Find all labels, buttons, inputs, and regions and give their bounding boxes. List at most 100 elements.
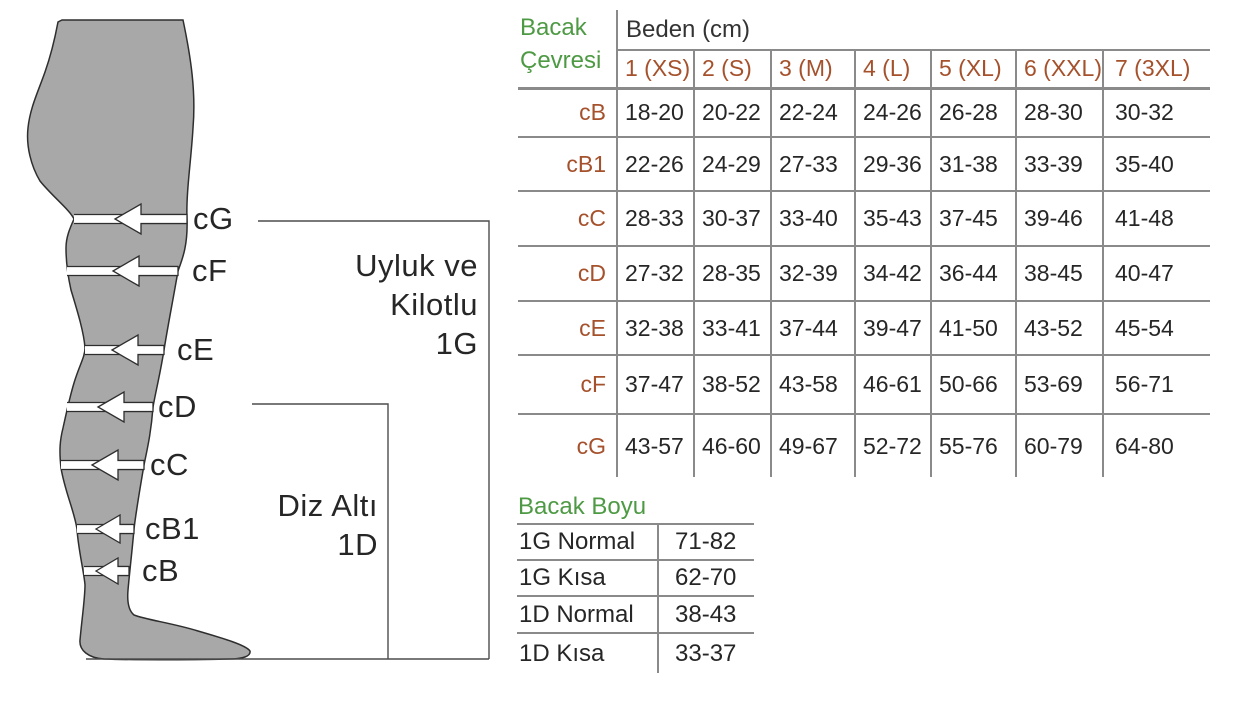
table-cell: 53-69 <box>1016 354 1104 414</box>
table-row-cC: cC 28-33 30-37 33-40 35-43 37-45 39-46 4… <box>518 190 1210 246</box>
table-row-cB: cB 18-20 20-22 22-24 24-26 26-28 28-30 3… <box>518 87 1210 137</box>
table-cell: 46-61 <box>855 354 932 414</box>
table-cell: 29-36 <box>855 136 932 191</box>
size-header: 4 (L) <box>855 50 932 90</box>
row-label: cD <box>518 245 618 301</box>
table-cell: 35-43 <box>855 190 932 246</box>
length-label: 1D Kısa <box>517 632 659 673</box>
length-label: 1G Normal <box>517 523 659 560</box>
group-label-knee-code: 1D <box>337 527 378 562</box>
row-label: cG <box>518 413 618 477</box>
length-value: 62-70 <box>658 559 754 596</box>
row-label: cB1 <box>518 136 618 191</box>
table-cell: 41-48 <box>1103 190 1210 246</box>
leg-point-label-cD: cD <box>158 389 197 424</box>
leg-point-label-cB: cB <box>142 553 180 588</box>
length-label: 1G Kısa <box>517 559 659 596</box>
group-label-thigh-line2: Kilotlu <box>390 287 478 322</box>
table-row-1g-normal: 1G Normal 71-82 <box>517 523 754 560</box>
measurement-arrow-cD <box>67 390 154 424</box>
leg-point-label-cF: cF <box>192 253 228 288</box>
table-cell: 60-79 <box>1016 413 1104 477</box>
table-cell: 46-60 <box>694 413 772 477</box>
size-header: 7 (3XL) <box>1103 50 1210 90</box>
size-header: 2 (S) <box>694 50 772 90</box>
table-cell: 33-41 <box>694 300 772 355</box>
measurement-arrow-cE <box>85 333 165 367</box>
table-cell: 30-37 <box>694 190 772 246</box>
table-cell: 24-26 <box>855 87 932 137</box>
group-label-knee-line1: Diz Altı <box>277 488 378 523</box>
table-cell: 36-44 <box>931 245 1017 301</box>
measurement-arrow-cG <box>74 202 188 236</box>
length-value: 71-82 <box>658 523 754 560</box>
table-row-1d-kisa: 1D Kısa 33-37 <box>517 632 754 673</box>
row-header-line1: Bacak <box>520 14 587 41</box>
row-label: cB <box>518 87 618 137</box>
measurement-arrow-cF <box>67 254 179 288</box>
leg-point-label-cC: cC <box>150 447 189 482</box>
table-row-cE: cE 32-38 33-41 37-44 39-47 41-50 43-52 4… <box>518 300 1210 355</box>
row-label: cE <box>518 300 618 355</box>
group-label-thigh-line1: Uyluk ve <box>355 248 478 283</box>
table-cell: 37-45 <box>931 190 1017 246</box>
measurement-arrow-cB1 <box>77 513 135 545</box>
size-header: 3 (M) <box>771 50 856 90</box>
bracket-1g <box>258 220 490 659</box>
table-cell: 50-66 <box>931 354 1017 414</box>
table-cell: 45-54 <box>1103 300 1210 355</box>
table-cell: 43-58 <box>771 354 856 414</box>
leg-length-table: 1G Normal 71-82 1G Kısa 62-70 1D Normal … <box>517 523 754 673</box>
table-cell: 39-46 <box>1016 190 1104 246</box>
bracket-1d <box>252 403 389 659</box>
table-cell: 35-40 <box>1103 136 1210 191</box>
size-header-row: 1 (XS) 2 (S) 3 (M) 4 (L) 5 (XL) 6 (XXL) … <box>518 50 1210 90</box>
length-label: 1D Normal <box>517 595 659 633</box>
table-cell: 37-47 <box>617 354 695 414</box>
measurement-arrow-cC <box>61 448 145 482</box>
row-label: cC <box>518 190 618 246</box>
table-row-cB1: cB1 22-26 24-29 27-33 29-36 31-38 33-39 … <box>518 136 1210 191</box>
length-value: 38-43 <box>658 595 754 633</box>
table-cell: 26-28 <box>931 87 1017 137</box>
table-cell: 55-76 <box>931 413 1017 477</box>
table-cell: 28-35 <box>694 245 772 301</box>
table-cell: 20-22 <box>694 87 772 137</box>
table-cell: 32-38 <box>617 300 695 355</box>
leg-diagram <box>26 19 490 661</box>
table-cell: 37-44 <box>771 300 856 355</box>
table-cell: 18-20 <box>617 87 695 137</box>
column-header-beden: Beden (cm) <box>617 10 1210 51</box>
table-cell: 32-39 <box>771 245 856 301</box>
table-cell: 28-30 <box>1016 87 1104 137</box>
length-value: 33-37 <box>658 632 754 673</box>
table-cell: 27-32 <box>617 245 695 301</box>
table-cell: 43-52 <box>1016 300 1104 355</box>
row-header-bacak-cevresi: Bacak Çevresi <box>518 10 618 90</box>
table-row-cG: cG 43-57 46-60 49-67 52-72 55-76 60-79 6… <box>518 413 1210 477</box>
table-cell: 64-80 <box>1103 413 1210 477</box>
leg-point-label-cG: cG <box>193 201 234 236</box>
size-header: 6 (XXL) <box>1016 50 1104 90</box>
table-cell: 38-52 <box>694 354 772 414</box>
row-header-line2: Çevresi <box>520 47 602 74</box>
table-cell: 24-29 <box>694 136 772 191</box>
size-table: Bacak Çevresi Beden (cm) 1 (XS) 2 (S) 3 … <box>518 10 1210 477</box>
row-label: cF <box>518 354 618 414</box>
table-row-1g-kisa: 1G Kısa 62-70 <box>517 559 754 596</box>
table-cell: 33-40 <box>771 190 856 246</box>
table-cell: 56-71 <box>1103 354 1210 414</box>
group-label-thigh-code: 1G <box>435 326 478 361</box>
table-cell: 39-47 <box>855 300 932 355</box>
table-cell: 40-47 <box>1103 245 1210 301</box>
table-cell: 52-72 <box>855 413 932 477</box>
table-cell: 38-45 <box>1016 245 1104 301</box>
leg-length-title: Bacak Boyu <box>518 493 647 520</box>
group-label-thigh: Uyluk ve Kilotlu 1G <box>278 246 478 363</box>
size-header: 5 (XL) <box>931 50 1017 90</box>
table-cell: 33-39 <box>1016 136 1104 191</box>
table-cell: 27-33 <box>771 136 856 191</box>
leg-length-section: Bacak Boyu 1G Normal 71-82 1G Kısa 62-70… <box>517 494 754 673</box>
size-header: 1 (XS) <box>617 50 695 90</box>
